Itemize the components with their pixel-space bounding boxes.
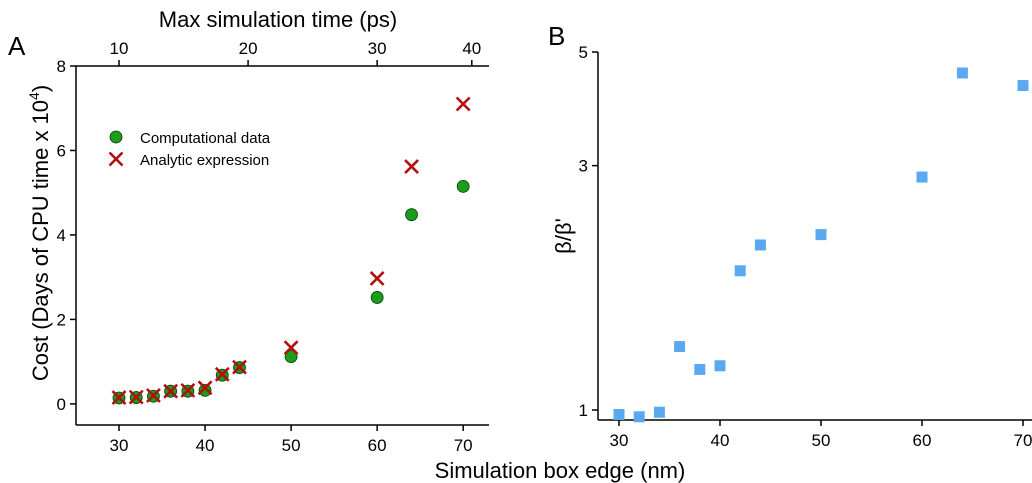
panel-a-y-tick-label: 8 bbox=[57, 57, 66, 76]
panel-b-axes: 30 40 50 60 70 1 3 5 bbox=[579, 43, 1032, 450]
panel-b-y-tick-label: 1 bbox=[579, 401, 588, 420]
panel-a-analytic-expression-point bbox=[214, 366, 230, 382]
panel-b-label: B bbox=[548, 21, 565, 51]
panel-a-analytic-expression-point bbox=[232, 359, 247, 375]
panel-a-analytic-expression-point bbox=[163, 383, 179, 399]
panel-a-top-tick-label: 10 bbox=[110, 39, 129, 58]
panel-b-y-tick-label: 5 bbox=[579, 43, 588, 62]
panel-b-y-axis-title: β/β' bbox=[551, 218, 576, 254]
panel-a-top-tick-label: 30 bbox=[368, 39, 387, 58]
panel-b-data-point bbox=[694, 363, 706, 375]
panel-b-data-point bbox=[714, 360, 726, 372]
panel-b-y-tick-label: 3 bbox=[579, 157, 588, 176]
legend-computational-data-label: Computational data bbox=[140, 130, 271, 147]
panel-a-x-tick-label: 50 bbox=[282, 436, 301, 455]
panel-b-x-tick-label: 70 bbox=[1014, 431, 1032, 450]
panel-a-analytic-expression-point bbox=[197, 380, 213, 396]
panel-b-data-point bbox=[653, 406, 665, 418]
panel-a-x-tick-label: 40 bbox=[196, 436, 215, 455]
legend-analytic-expression-label: Analytic expression bbox=[140, 152, 269, 169]
panel-b-data-point bbox=[674, 341, 686, 353]
panel-a-axes: 30 40 50 60 70 0 2 4 6 8 10 20 30 40 bbox=[57, 39, 489, 455]
panel-a-analytic-expression-point bbox=[180, 382, 196, 398]
panel-a-analytic-expression-point bbox=[404, 159, 419, 174]
panel-b-x-tick-label: 40 bbox=[711, 431, 730, 450]
panel-a-x-tick-label: 70 bbox=[454, 436, 473, 455]
panel-b-marks bbox=[613, 67, 1029, 423]
panel-a-top-axis-title: Max simulation time (ps) bbox=[159, 7, 397, 32]
panel-a-analytic-expression-point bbox=[283, 340, 299, 356]
legend-computational-data-marker bbox=[109, 130, 123, 144]
panel-a-top-tick-label: 40 bbox=[462, 39, 481, 58]
panel-a-computational-data-point bbox=[198, 383, 212, 397]
panel-a-analytic-expression-point bbox=[111, 390, 127, 405]
panel-a-y-axis-title-exponent: 4 bbox=[26, 92, 42, 100]
panel-a-marks bbox=[111, 96, 471, 405]
panel-a-y-tick-label: 6 bbox=[57, 141, 66, 160]
panel-b-data-point bbox=[815, 229, 827, 241]
panel-a-y-axis-title: Cost (Days of CPU time x 104) bbox=[26, 85, 53, 381]
panel-a-y-tick-label: 2 bbox=[57, 310, 66, 329]
panel-b-data-point bbox=[613, 408, 625, 420]
panel-a-y-tick-label: 4 bbox=[57, 226, 66, 245]
panel-b-x-tick-label: 30 bbox=[610, 431, 629, 450]
shared-x-axis-title: Simulation box edge (nm) bbox=[435, 458, 686, 483]
panel-a-y-tick-label: 0 bbox=[57, 395, 66, 414]
panel-a: A Max simulation time (ps) Cost (Days of… bbox=[8, 7, 489, 455]
panel-a-x-tick-label: 60 bbox=[368, 436, 387, 455]
panel-a-y-axis-title-close: ) bbox=[28, 85, 53, 92]
panel-a-computational-data-point bbox=[284, 350, 298, 363]
panel-a-computational-data-point bbox=[405, 208, 418, 222]
panel-a-analytic-expression-point bbox=[455, 96, 471, 112]
panel-a-analytic-expression-point bbox=[369, 271, 385, 286]
panel-a-computational-data-point bbox=[370, 291, 384, 304]
panel-b-x-tick-label: 50 bbox=[812, 431, 831, 450]
legend-analytic-expression-marker bbox=[108, 151, 124, 167]
panel-a-x-tick-label: 30 bbox=[110, 436, 129, 455]
panel-b-data-point bbox=[734, 265, 746, 277]
panel-b-data-point bbox=[1017, 80, 1029, 92]
panel-a-legend: Computational data Analytic expression bbox=[108, 130, 271, 169]
panel-b-data-point bbox=[916, 171, 928, 183]
panel-a-top-tick-label: 20 bbox=[239, 39, 258, 58]
panel-a-analytic-expression-point bbox=[146, 388, 161, 403]
panel-a-computational-data-point bbox=[456, 179, 470, 193]
panel-a-analytic-expression-point bbox=[128, 389, 144, 405]
panel-b: B β/β' 30 40 50 60 70 1 3 5 bbox=[548, 21, 1032, 450]
panel-b-data-point bbox=[633, 411, 645, 423]
panel-a-label: A bbox=[8, 31, 26, 61]
panel-b-x-tick-label: 60 bbox=[913, 431, 932, 450]
panel-b-data-point bbox=[754, 239, 766, 251]
panel-b-data-point bbox=[956, 67, 968, 79]
